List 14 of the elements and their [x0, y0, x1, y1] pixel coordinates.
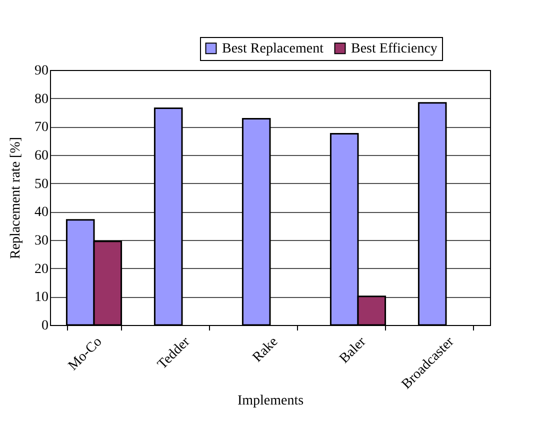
y-tick-label: 70: [34, 120, 48, 136]
y-tick-label: 50: [34, 176, 48, 192]
y-tick-label: 0: [42, 318, 48, 334]
y-axis-title: Replacement rate [%]: [8, 136, 24, 260]
y-tick-label: 80: [34, 92, 48, 107]
y-tick-label: 10: [34, 290, 48, 306]
x-axis-title: Implements: [237, 394, 304, 409]
y-tick-label: 90: [34, 64, 48, 78]
y-tick-label: 30: [34, 234, 48, 248]
y-tick-label: 40: [34, 205, 48, 220]
y-tick-label: 20: [34, 262, 48, 277]
legend-label: Best Efficiency: [351, 41, 438, 56]
y-tick-label: 60: [34, 148, 48, 164]
legend-label: Best Replacement: [222, 41, 324, 56]
